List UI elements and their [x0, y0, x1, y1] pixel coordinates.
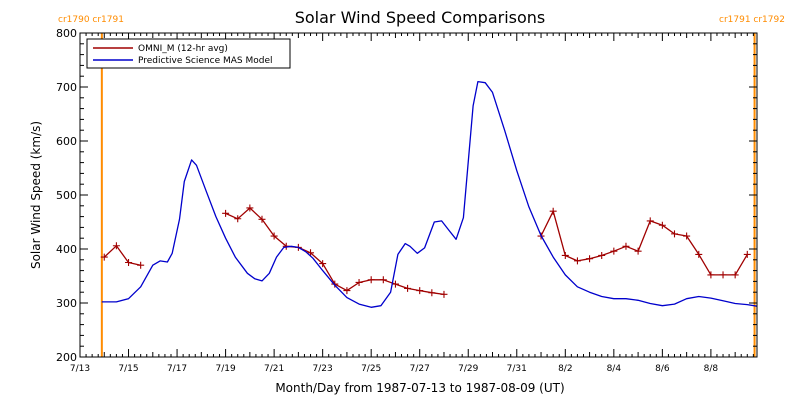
y-tick-label: 400 — [56, 243, 77, 256]
x-tick-label: 7/23 — [313, 364, 333, 374]
chart-title: Solar Wind Speed Comparisons — [295, 8, 546, 27]
data-point — [598, 251, 606, 259]
data-point — [404, 284, 412, 292]
data-point — [222, 209, 230, 217]
legend-box — [86, 38, 291, 69]
data-point — [112, 242, 120, 250]
data-point — [743, 250, 751, 258]
data-point — [622, 242, 630, 250]
x-axis-label: Month/Day from 1987-07-13 to 1987-08-09 … — [275, 381, 564, 395]
y-tick-label: 700 — [56, 81, 77, 94]
data-point — [246, 204, 254, 212]
data-point — [367, 276, 375, 284]
x-tick-label: 7/17 — [167, 364, 187, 374]
data-point — [707, 271, 715, 279]
series-mas — [101, 80, 758, 308]
y-tick-label: 500 — [56, 189, 77, 202]
data-point — [440, 290, 448, 298]
series-line — [103, 245, 141, 266]
x-tick-label: 8/6 — [655, 364, 670, 374]
x-tick-label: 7/25 — [361, 364, 381, 374]
x-tick-label: 8/4 — [607, 364, 622, 374]
data-point — [416, 287, 424, 295]
data-point — [343, 287, 351, 295]
legend: OMNI_M (12-hr avg) Predictive Science MA… — [86, 38, 291, 69]
data-point — [331, 280, 339, 288]
x-tick-label: 7/31 — [507, 364, 527, 374]
data-point — [270, 232, 278, 240]
x-tick-label: 7/15 — [118, 364, 138, 374]
carrington-label: cr1790 cr1791 — [58, 15, 124, 25]
data-point — [355, 278, 363, 286]
data-point — [379, 276, 387, 284]
series-line — [101, 80, 758, 308]
data-point — [573, 257, 581, 265]
x-tick-label: 7/13 — [70, 364, 90, 374]
data-point — [391, 280, 399, 288]
data-point — [428, 289, 436, 297]
y-tick-label: 600 — [56, 135, 77, 148]
data-point — [125, 259, 133, 266]
data-point — [258, 215, 266, 223]
series-layer — [100, 80, 758, 308]
data-point — [307, 249, 315, 257]
x-tick-label: 7/21 — [264, 364, 284, 374]
data-point — [719, 271, 727, 279]
data-point — [683, 232, 691, 240]
x-tick-label: 7/27 — [410, 364, 430, 374]
data-point — [695, 250, 703, 258]
carrington-label: cr1791 cr1792 — [719, 15, 785, 25]
data-point — [137, 261, 145, 269]
y-axis-label: Solar Wind Speed (km/s) — [29, 121, 43, 269]
data-point — [319, 260, 327, 268]
data-point — [670, 230, 678, 238]
data-point — [646, 217, 654, 225]
legend-label-mas: Predictive Science MAS Model — [138, 56, 273, 66]
x-tick-label: 7/29 — [458, 364, 478, 374]
data-point — [234, 215, 242, 223]
x-tick-label: 7/19 — [215, 364, 235, 374]
data-point — [634, 247, 642, 255]
data-point — [100, 253, 108, 261]
y-tick-label: 300 — [56, 297, 77, 310]
legend-label-omni: OMNI_M (12-hr avg) — [138, 44, 228, 54]
data-point — [561, 251, 569, 259]
data-point — [549, 207, 557, 215]
series-omni — [100, 204, 751, 298]
x-tick-label: 8/2 — [558, 364, 572, 374]
data-point — [658, 221, 666, 229]
data-point — [731, 271, 739, 279]
y-tick-label: 200 — [56, 351, 77, 364]
data-point — [610, 247, 618, 255]
x-tick-label: 8/8 — [704, 364, 719, 374]
axes: 200 300 400 500 600 700 800 7/13 7/15 7/17 7/19 7/2… — [56, 27, 757, 374]
y-tick-label: 800 — [56, 27, 77, 40]
data-point — [586, 255, 594, 263]
